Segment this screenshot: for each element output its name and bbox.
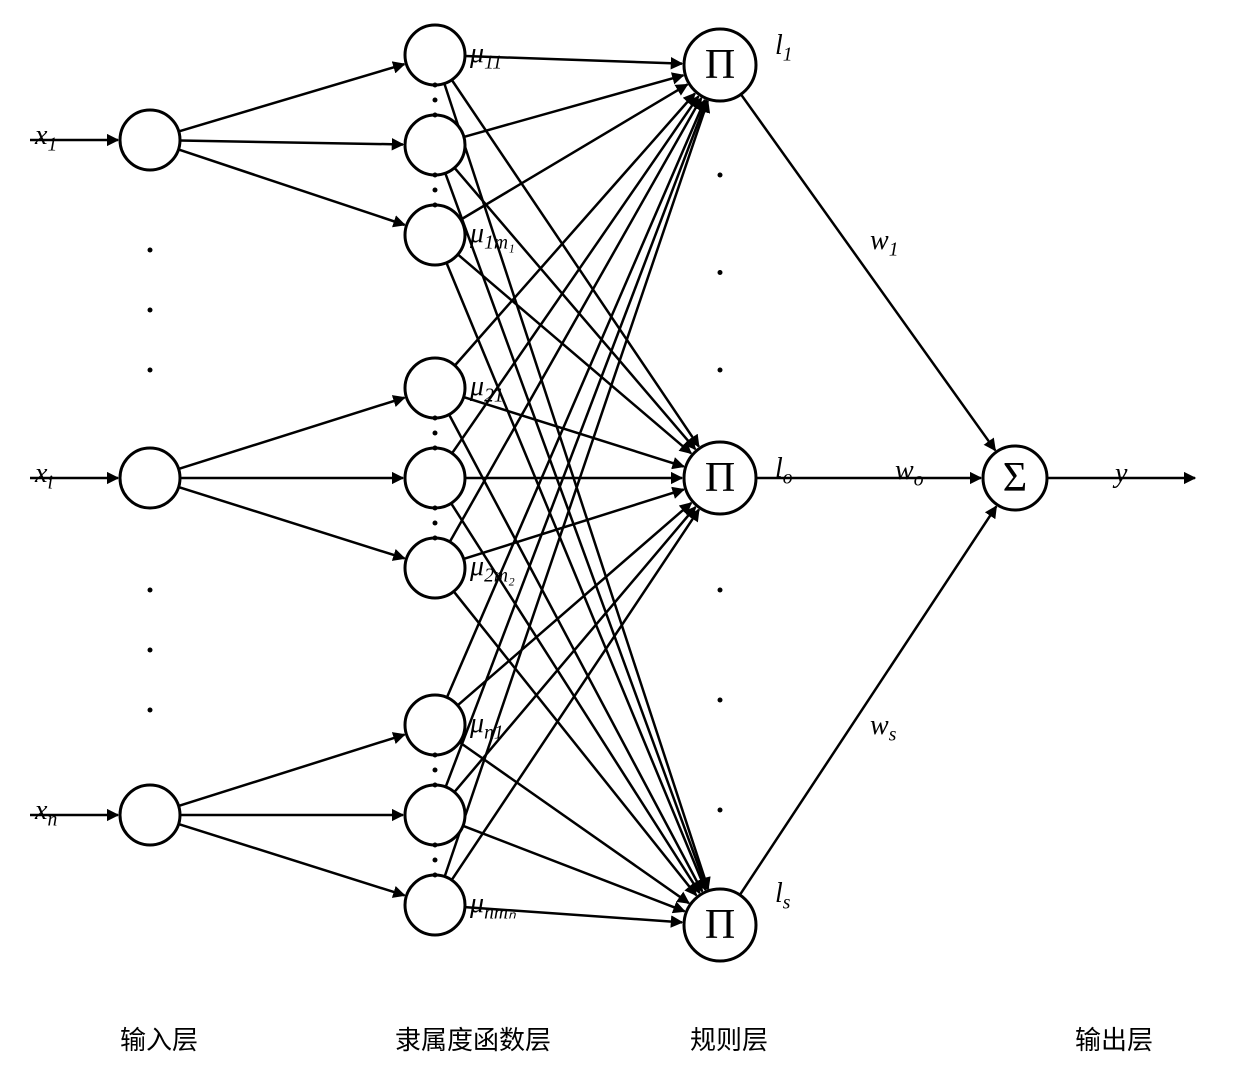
network-diagram: Π Π Π Σ xyxy=(0,0,1240,1066)
svg-text:Π: Π xyxy=(705,455,735,501)
svg-text:Σ: Σ xyxy=(1003,455,1027,501)
svg-text:Π: Π xyxy=(705,42,735,88)
svg-text:Π: Π xyxy=(705,902,735,948)
